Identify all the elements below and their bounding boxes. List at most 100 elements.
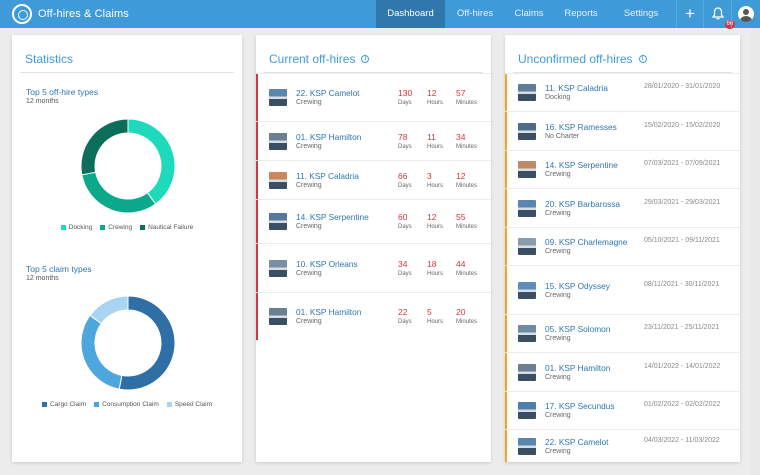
add-button[interactable]: + xyxy=(676,0,703,28)
unconfirmed-offhire-row[interactable]: 09. KSP Charlemagne Crewing 05/10/2021 - 0… xyxy=(505,227,740,265)
nav-off-hires[interactable]: Off-hires xyxy=(456,8,494,19)
claim-types-legend: Cargo Claim Consumption Claim Speed Claim xyxy=(12,401,242,408)
claim-types-donut-chart[interactable] xyxy=(80,295,176,391)
unconfirmed-offhire-row[interactable]: 11. KSP Caladria Docking 28/01/2020 - 31/0… xyxy=(505,73,740,111)
info-icon[interactable]: i xyxy=(638,55,647,63)
duration-minutes: 12 xyxy=(456,171,466,181)
offhire-type: Docking xyxy=(545,94,571,101)
legend-item[interactable]: Docking xyxy=(60,224,92,231)
current-offhire-row[interactable]: 11. KSP Caladria Crewing 66 Days 3 Hours 12 Min… xyxy=(256,160,491,199)
vessel-name[interactable]: 14. KSP Serpentine xyxy=(296,212,369,222)
legend-item[interactable]: Crewing xyxy=(100,224,132,231)
vessel-name[interactable]: 01. KSP Hamilton xyxy=(296,132,362,142)
nav-settings[interactable]: Settings xyxy=(623,8,659,19)
unconfirmed-offhire-row[interactable]: 20. KSP Barbarossa Crewing 29/03/2021 - 29… xyxy=(505,188,740,227)
vessel-name[interactable]: 14. KSP Serpentine xyxy=(545,160,618,170)
nav-dashboard[interactable]: Dashboard xyxy=(376,0,445,28)
notifications-button[interactable]: 66 xyxy=(703,0,736,29)
legend-item[interactable]: Consumption Claim xyxy=(94,401,159,408)
date-range: 08/11/2021 - 30/11/2021 xyxy=(644,281,720,288)
duration-minutes-label: Minutes xyxy=(456,319,478,325)
donut-slice-nautical-failure[interactable] xyxy=(80,118,129,176)
main-nav: Dashboard Off-hires Claims Reports Setti… xyxy=(376,0,673,28)
app-title: Off-hires & Claims xyxy=(38,8,129,20)
vessel-name[interactable]: 22. KSP Camelot xyxy=(545,437,609,447)
unconfirmed-offhire-row[interactable]: 14. KSP Serpentine Crewing 07/03/2021 - 07… xyxy=(505,150,740,188)
donut-slice-docking[interactable] xyxy=(127,118,176,205)
vessel-name[interactable]: 10. KSP Orleans xyxy=(296,259,358,269)
offhire-type: Crewing xyxy=(296,143,322,150)
offhire-type: Crewing xyxy=(545,374,571,381)
duration-minutes: 20 xyxy=(456,307,466,317)
vessel-name[interactable]: 22. KSP Camelot xyxy=(296,88,360,98)
brand[interactable]: Off-hires & Claims xyxy=(0,0,129,28)
vessel-name[interactable]: 15. KSP Odyssey xyxy=(545,281,610,291)
vessel-thumbnail xyxy=(518,402,536,419)
duration-days: 34 xyxy=(398,259,408,269)
current-offhires-panel: Current off-hires i 22. KSP Camelot Crewi… xyxy=(256,35,491,462)
unconfirmed-offhires-title: Unconfirmed off-hires i xyxy=(518,52,647,66)
vessel-thumbnail xyxy=(518,364,536,381)
status-accent xyxy=(256,200,258,243)
status-accent xyxy=(505,228,507,265)
legend-item[interactable]: Speed Claim xyxy=(166,401,213,408)
user-menu-button[interactable] xyxy=(731,0,760,28)
info-icon[interactable]: i xyxy=(361,55,370,63)
duration-days: 66 xyxy=(398,171,408,181)
vessel-thumbnail xyxy=(518,161,536,178)
duration-days-label: Days xyxy=(398,100,412,106)
status-accent xyxy=(505,353,507,391)
vessel-name[interactable]: 20. KSP Barbarossa xyxy=(545,199,621,209)
status-accent xyxy=(256,244,258,292)
duration-minutes: 57 xyxy=(456,88,466,98)
claim-types-subtitle: 12 months xyxy=(26,275,59,282)
legend-label: Crewing xyxy=(108,224,133,231)
current-offhire-row[interactable]: 01. KSP Hamilton Crewing 78 Days 11 Hours 34 Mi… xyxy=(256,121,491,160)
status-accent xyxy=(256,161,258,199)
vessel-name[interactable]: 11. KSP Caladria xyxy=(545,83,608,93)
unconfirmed-offhire-row[interactable]: 16. KSP Ramesses No Charter 15/02/2020 - 1… xyxy=(505,111,740,150)
unconfirmed-offhire-row[interactable]: 15. KSP Odyssey Crewing 08/11/2021 - 30/11… xyxy=(505,265,740,314)
status-accent xyxy=(505,112,507,150)
nav-reports[interactable]: Reports xyxy=(564,8,598,19)
duration-days-label: Days xyxy=(398,271,412,277)
vessel-name[interactable]: 01. KSP Hamilton xyxy=(296,307,362,317)
offhire-types-title: Top 5 off-hire types xyxy=(26,87,99,97)
current-offhire-row[interactable]: 14. KSP Serpentine Crewing 60 Days 12 Hours 55… xyxy=(256,199,491,243)
status-accent xyxy=(505,266,507,314)
offhire-types-donut-chart[interactable] xyxy=(80,118,176,214)
unconfirmed-offhire-row[interactable]: 17. KSP Secundus Crewing 01/02/2022 - 02/0… xyxy=(505,391,740,429)
page-scrollbar[interactable] xyxy=(751,28,760,475)
legend-swatch xyxy=(94,402,100,407)
nav-claims[interactable]: Claims xyxy=(514,8,544,19)
offhire-type: Crewing xyxy=(545,335,571,342)
vessel-name[interactable]: 05. KSP Solomon xyxy=(545,324,611,334)
avatar-icon xyxy=(738,6,754,22)
duration-minutes-label: Minutes xyxy=(456,271,478,277)
helm-icon xyxy=(12,4,32,24)
legend-item[interactable]: Nautical Failure xyxy=(140,224,193,231)
donut-slice-speed-claim[interactable] xyxy=(89,295,129,325)
duration-hours: 3 xyxy=(427,171,432,181)
donut-slice-cargo-claim[interactable] xyxy=(118,295,176,391)
unconfirmed-offhire-row[interactable]: 05. KSP Solomon Crewing 23/11/2021 - 25/11… xyxy=(505,314,740,352)
vessel-name[interactable]: 16. KSP Ramesses xyxy=(545,122,617,132)
donut-slice-crewing[interactable] xyxy=(81,171,157,214)
current-offhire-row[interactable]: 01. KSP Hamilton Crewing 22 Days 5 Hours 20 Min… xyxy=(256,292,491,340)
unconfirmed-offhire-row[interactable]: 22. KSP Camelot Crewing 04/03/2022 - 11/03… xyxy=(505,429,740,462)
legend-item[interactable]: Cargo Claim xyxy=(41,401,86,408)
unconfirmed-offhire-row[interactable]: 01. KSP Hamilton Crewing 14/01/2022 - 14/0… xyxy=(505,352,740,391)
current-offhire-row[interactable]: 10. KSP Orleans Crewing 34 Days 18 Hours 44 Min… xyxy=(256,243,491,292)
donut-slice-consumption-claim[interactable] xyxy=(80,314,123,390)
vessel-name[interactable]: 17. KSP Secundus xyxy=(545,401,615,411)
vessel-name[interactable]: 11. KSP Caladria xyxy=(296,171,359,181)
vessel-thumbnail xyxy=(269,213,287,230)
vessel-name[interactable]: 09. KSP Charlemagne xyxy=(545,237,628,247)
status-accent xyxy=(505,189,507,227)
current-offhire-row[interactable]: 22. KSP Camelot Crewing 130 Days 12 Hours 57 Mi… xyxy=(256,73,491,121)
legend-label: Speed Claim xyxy=(174,401,213,408)
offhire-type: Crewing xyxy=(296,223,322,230)
vessel-name[interactable]: 01. KSP Hamilton xyxy=(545,363,611,373)
current-offhires-title: Current off-hires i xyxy=(269,52,370,66)
duration-hours-label: Hours xyxy=(427,100,444,106)
